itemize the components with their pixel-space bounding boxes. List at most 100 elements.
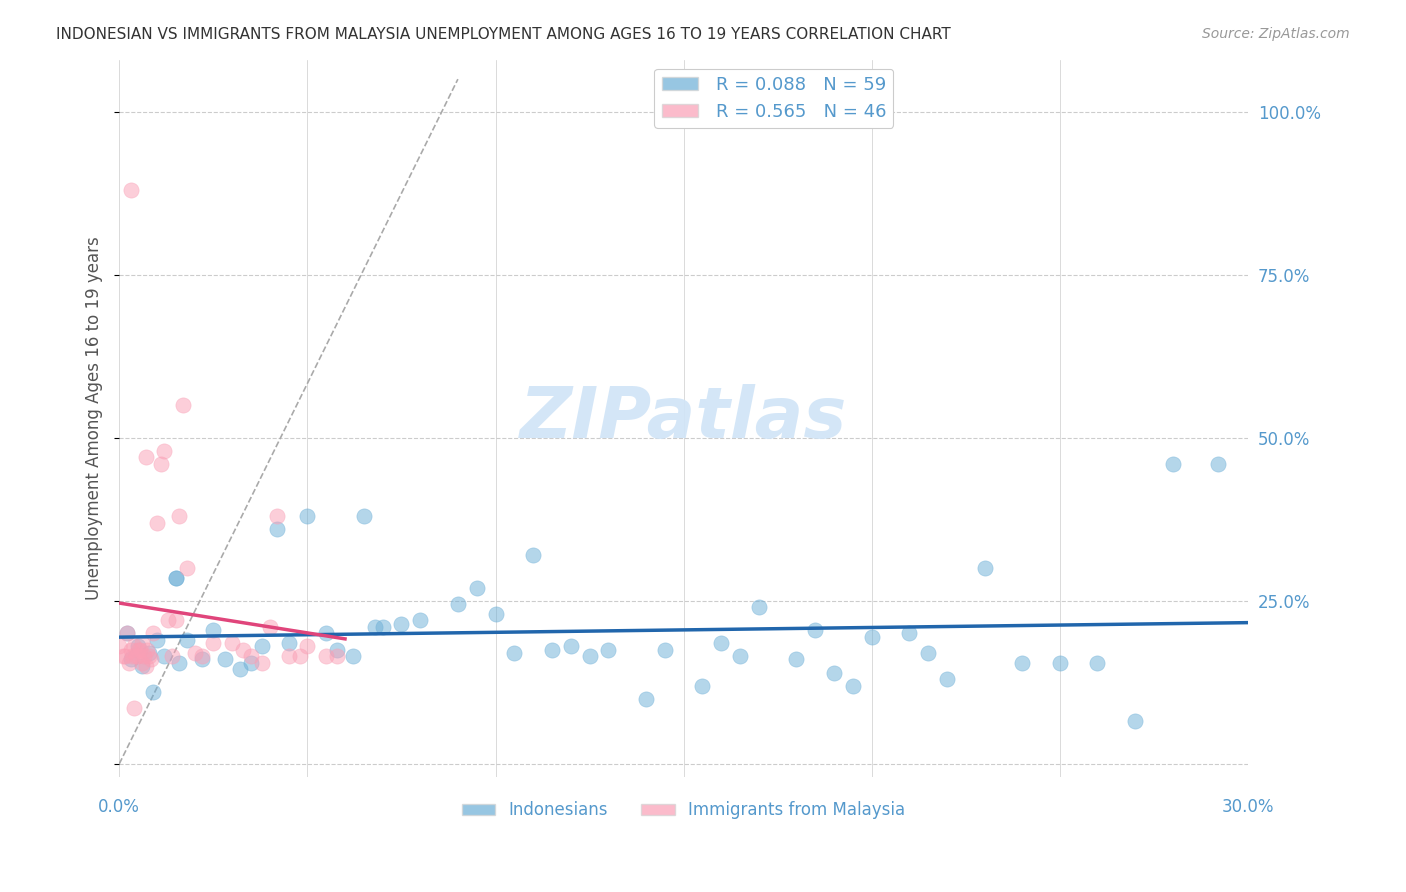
Point <box>129 642 152 657</box>
Point <box>804 623 827 637</box>
Point <box>634 691 657 706</box>
Point <box>160 649 183 664</box>
Point <box>191 652 214 666</box>
Point <box>252 640 274 654</box>
Legend: Indonesians, Immigrants from Malaysia: Indonesians, Immigrants from Malaysia <box>456 795 912 826</box>
Point <box>136 642 159 657</box>
Point <box>1087 656 1109 670</box>
Point <box>127 640 149 654</box>
Point <box>121 649 143 664</box>
Point <box>654 642 676 657</box>
Point <box>898 626 921 640</box>
Point <box>135 659 157 673</box>
Point <box>277 649 299 664</box>
Point <box>149 457 172 471</box>
Point <box>214 652 236 666</box>
Point <box>315 649 337 664</box>
Point <box>127 649 149 664</box>
Point <box>315 626 337 640</box>
Point <box>936 672 959 686</box>
Point <box>120 642 142 657</box>
Point <box>259 620 281 634</box>
Point <box>692 679 714 693</box>
Point <box>1161 457 1184 471</box>
Point <box>503 646 526 660</box>
Point <box>131 659 153 673</box>
Point <box>202 623 225 637</box>
Point <box>1049 656 1071 670</box>
Point <box>353 509 375 524</box>
Point <box>228 662 250 676</box>
Point <box>138 649 160 664</box>
Point <box>277 636 299 650</box>
Point <box>146 632 169 647</box>
Point <box>169 656 191 670</box>
Point <box>484 607 506 621</box>
Point <box>153 649 176 664</box>
Point <box>342 649 364 664</box>
Point <box>142 685 165 699</box>
Point <box>364 620 387 634</box>
Point <box>138 646 160 660</box>
Point <box>239 656 262 670</box>
Point <box>165 613 187 627</box>
Point <box>172 398 194 412</box>
Point <box>1206 457 1229 471</box>
Point <box>266 509 288 524</box>
Point <box>842 679 865 693</box>
Point <box>785 652 807 666</box>
Point <box>124 640 146 654</box>
Text: INDONESIAN VS IMMIGRANTS FROM MALAYSIA UNEMPLOYMENT AMONG AGES 16 TO 19 YEARS CO: INDONESIAN VS IMMIGRANTS FROM MALAYSIA U… <box>56 27 950 42</box>
Point <box>141 652 163 666</box>
Point <box>522 548 544 562</box>
Point <box>125 649 148 664</box>
Point <box>191 649 214 664</box>
Point <box>146 516 169 530</box>
Point <box>131 656 153 670</box>
Point <box>447 597 470 611</box>
Point <box>560 640 582 654</box>
Point <box>221 636 243 650</box>
Text: Source: ZipAtlas.com: Source: ZipAtlas.com <box>1202 27 1350 41</box>
Point <box>132 649 155 664</box>
Point <box>973 561 995 575</box>
Point <box>127 642 149 657</box>
Point <box>142 626 165 640</box>
Point <box>288 649 311 664</box>
Point <box>108 640 131 654</box>
Point <box>297 640 319 654</box>
Point <box>131 636 153 650</box>
Point <box>578 649 600 664</box>
Point <box>465 581 488 595</box>
Point <box>115 626 138 640</box>
Point <box>120 183 142 197</box>
Point <box>153 443 176 458</box>
Text: 0.0%: 0.0% <box>98 798 141 816</box>
Text: 30.0%: 30.0% <box>1222 798 1274 816</box>
Point <box>165 571 187 585</box>
Point <box>169 509 191 524</box>
Y-axis label: Unemployment Among Ages 16 to 19 years: Unemployment Among Ages 16 to 19 years <box>86 236 103 600</box>
Point <box>710 636 733 650</box>
Point <box>124 701 146 715</box>
Point <box>297 509 319 524</box>
Point <box>202 636 225 650</box>
Point <box>391 616 413 631</box>
Point <box>165 571 187 585</box>
Point <box>183 646 205 660</box>
Point <box>728 649 751 664</box>
Point <box>541 642 564 657</box>
Point <box>114 649 136 664</box>
Point <box>232 642 254 657</box>
Point <box>860 630 883 644</box>
Point <box>748 600 770 615</box>
Point <box>118 656 141 670</box>
Point <box>239 649 262 664</box>
Point <box>326 642 349 657</box>
Text: ZIPatlas: ZIPatlas <box>520 384 848 453</box>
Point <box>135 450 157 465</box>
Point <box>176 632 198 647</box>
Point <box>409 613 432 627</box>
Point <box>112 649 135 664</box>
Point <box>252 656 274 670</box>
